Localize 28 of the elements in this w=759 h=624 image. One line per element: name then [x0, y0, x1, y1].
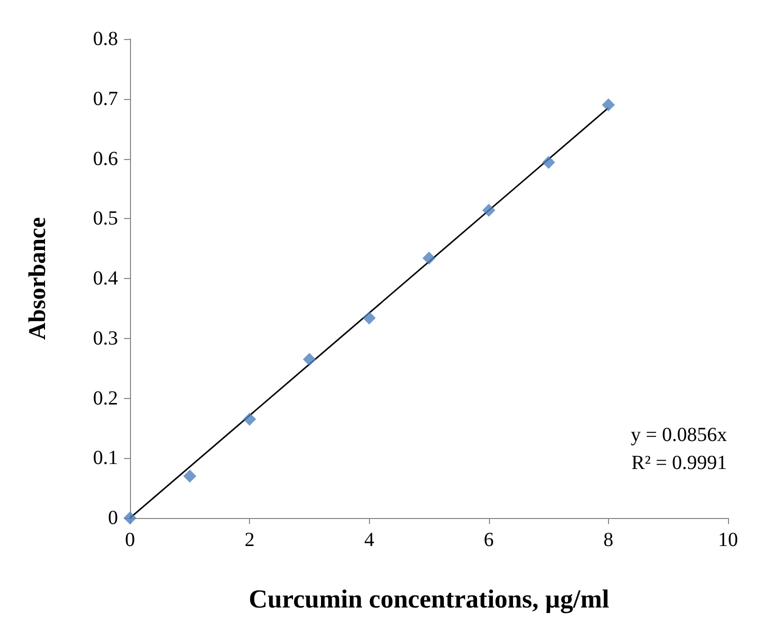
y-tick-label: 0.8: [93, 28, 118, 50]
x-tick-label: 2: [244, 529, 255, 551]
point: [302, 352, 316, 366]
x-tick-label: 0: [125, 529, 135, 551]
y-tick-label: 0.7: [93, 88, 118, 110]
x-tick-label: 6: [484, 529, 494, 551]
x-tick-label: 8: [603, 529, 614, 551]
point: [243, 412, 256, 426]
y-axis-title: Absorbance: [25, 216, 51, 340]
annotation: y = 0.0856x: [630, 424, 727, 446]
y-tick-label: 0.6: [93, 148, 118, 170]
y-tick-label: 0.3: [93, 327, 118, 350]
x-axis-title: Curcumin concentrations, µg/ml: [248, 584, 610, 614]
point: [362, 312, 376, 325]
point: [602, 98, 615, 112]
y-tick-label: 0.1: [93, 447, 118, 470]
point: [183, 470, 196, 483]
y-tick-label: 0.5: [93, 208, 118, 230]
y-tick-label: 0.2: [93, 387, 118, 410]
y-tick-label: 0.4: [93, 268, 118, 290]
x-tick-label: 4: [364, 529, 374, 551]
point: [124, 512, 136, 524]
point: [542, 156, 556, 169]
annotation: R² = 0.9991: [631, 452, 728, 474]
y-tick-label: 0: [108, 507, 118, 529]
point: [482, 204, 496, 217]
point: [422, 252, 436, 265]
x-tick-label: 10: [718, 529, 738, 551]
